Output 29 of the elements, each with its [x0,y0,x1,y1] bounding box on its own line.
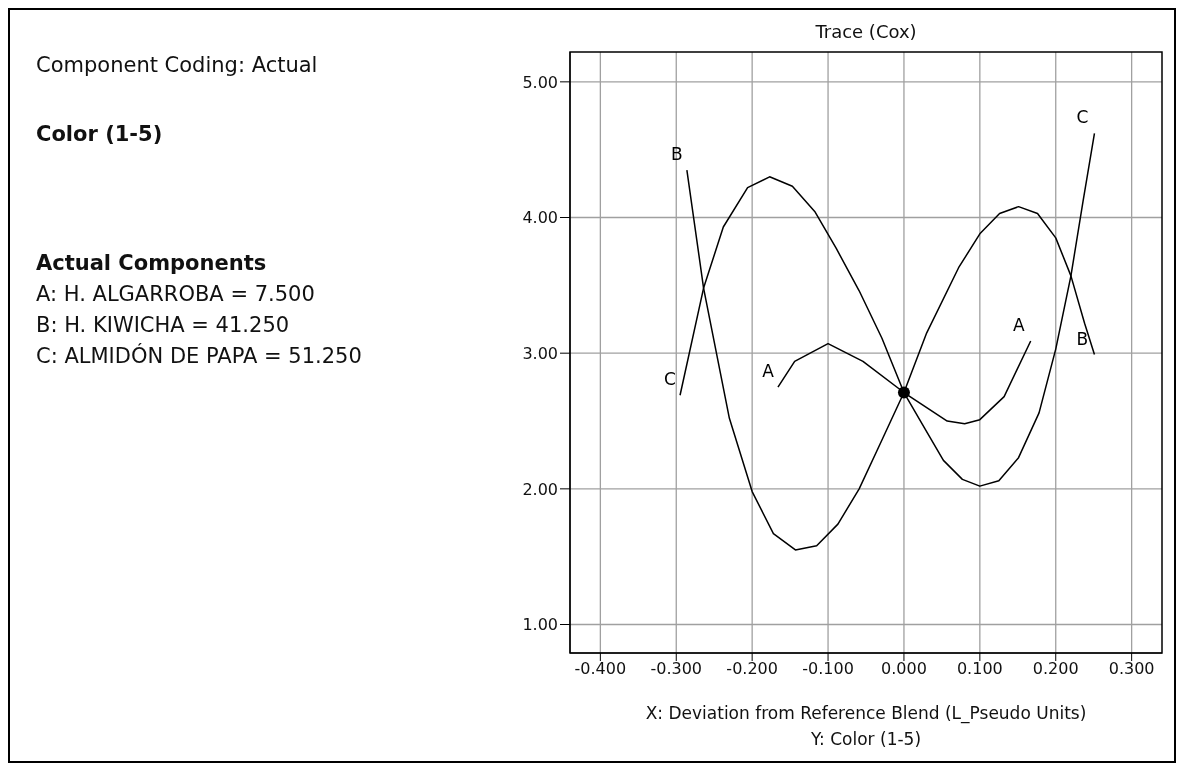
y-tick-label: 4.00 [522,208,558,228]
series-label: A [762,361,775,382]
text: A: H. ALGARROBA = 7.500 [36,281,316,308]
text: Color (1-5) [36,121,164,148]
y-tick-label: 5.00 [522,72,558,92]
x-tick-label: 0.200 [1032,659,1079,679]
text: B [671,144,683,165]
x-axis-title: X: Deviation from Reference Blend (L_Pseudo Units) [645,703,1087,724]
series-label: B [1076,328,1089,349]
series-label: C [664,369,676,390]
x-tick-label: -0.200 [726,659,778,679]
x-tick-label: 0.300 [1108,659,1155,679]
y-tick-label: 1.00 [522,615,558,635]
text: C: ALMIDÓN DE PAPA = 51.250 [36,342,363,370]
text: Actual Components [36,250,268,277]
text: C [1076,107,1089,128]
x-tick-label: 0.100 [956,659,1003,679]
x-tick-label: 0.000 [881,659,927,679]
text: Component Coding: Actual [36,52,319,79]
text: B: H. KIWICHA = 41.250 [36,312,291,339]
y-tick-label: 2.00 [522,479,558,499]
y-tick-label: 3.00 [522,343,558,363]
x-tick-label: -0.300 [650,659,703,679]
x-tick-label: -0.400 [574,659,627,679]
x-tick-label: -0.100 [802,659,854,679]
text: Y: Color (1-5) [809,729,922,749]
chart-title: Trace (Cox) [814,21,917,42]
text: A [1012,314,1025,335]
line-series [777,340,1032,425]
